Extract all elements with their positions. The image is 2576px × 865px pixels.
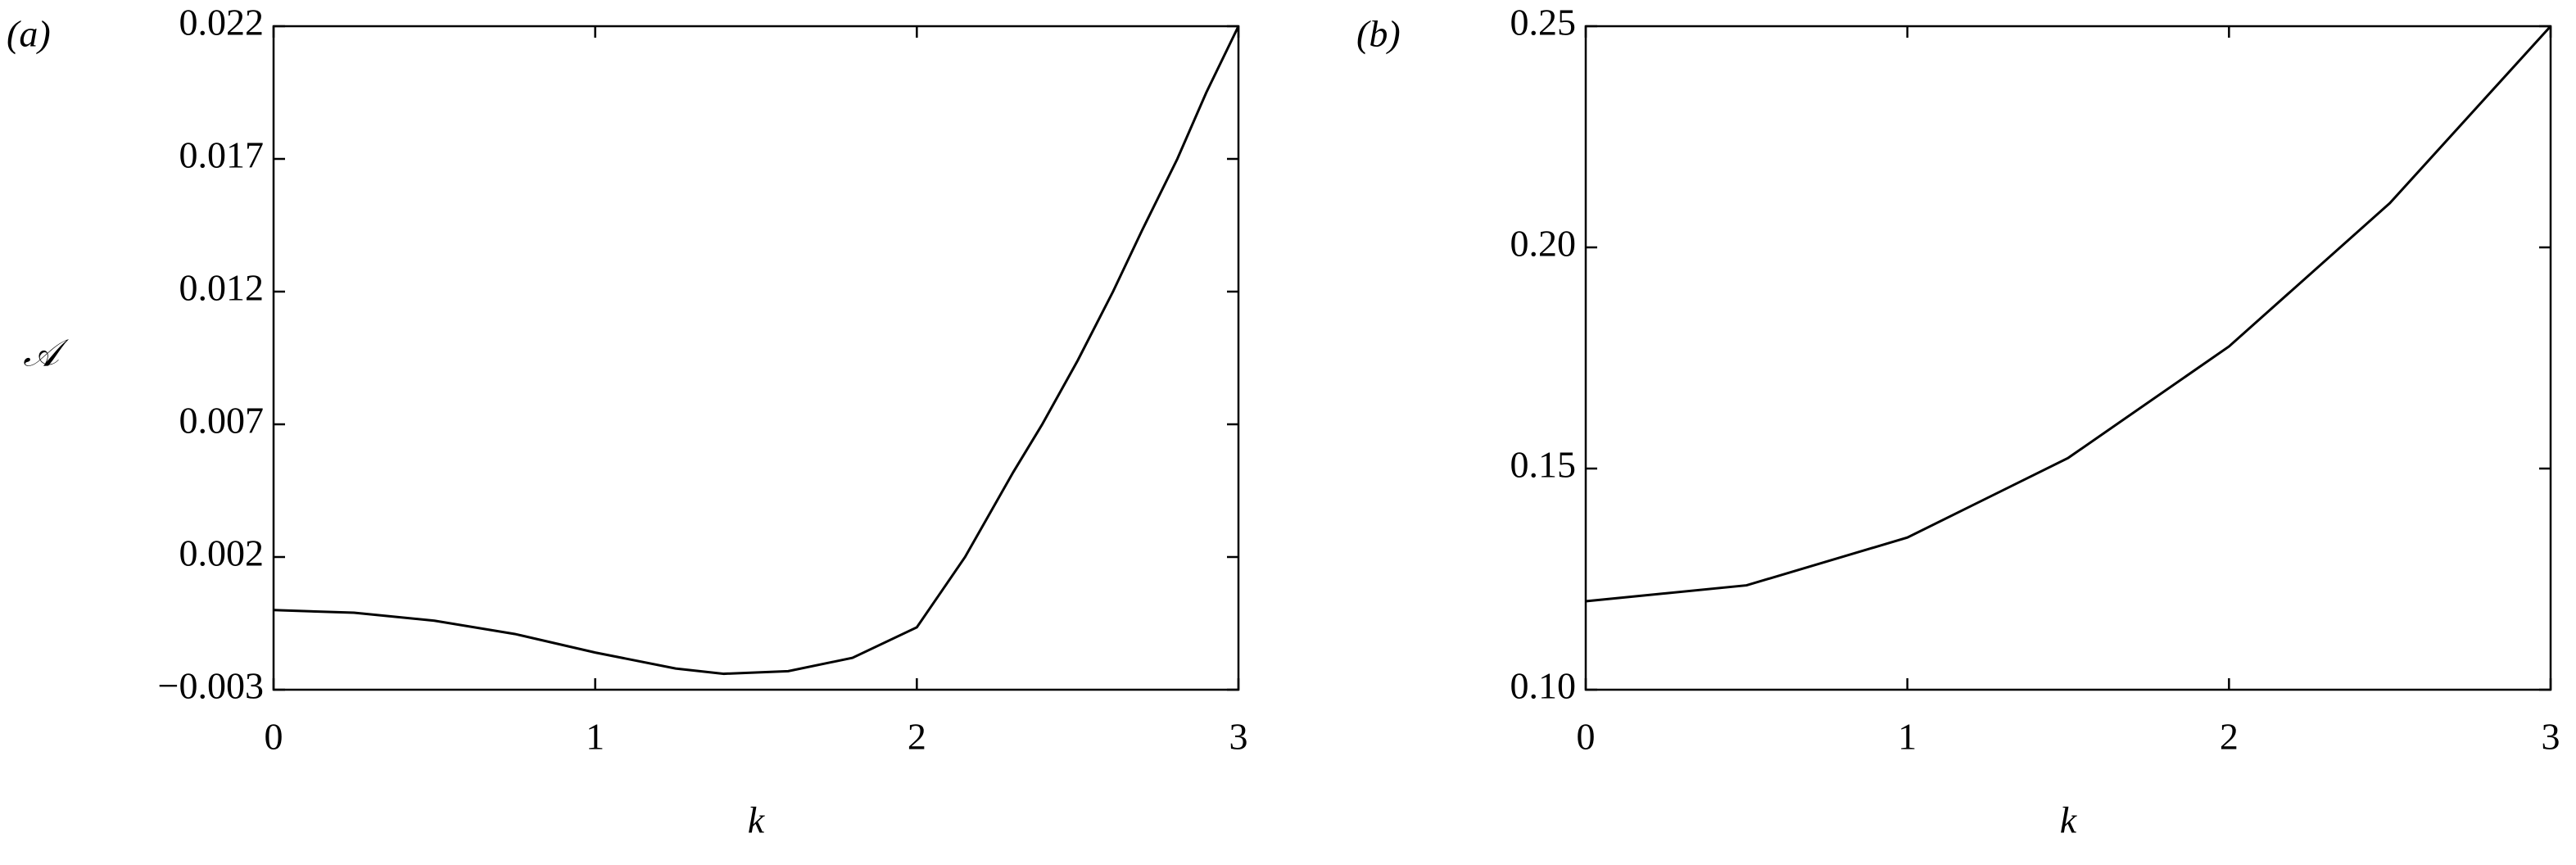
y-tick-label: 0.002 xyxy=(179,532,265,574)
x-tick-label: 3 xyxy=(1229,716,1248,758)
panel-label: (b) xyxy=(1356,13,1401,55)
panel-label: (a) xyxy=(7,13,51,55)
x-axis-label: k xyxy=(2060,799,2078,841)
x-tick-label: 0 xyxy=(265,716,283,758)
y-tick-label: 0.25 xyxy=(1510,2,1577,43)
x-tick-label: 2 xyxy=(2220,716,2239,758)
curve xyxy=(1585,25,2552,603)
y-tick-label: 0.007 xyxy=(179,400,265,442)
y-axis-label: 𝒜 xyxy=(23,333,69,374)
x-tick-label: 3 xyxy=(2542,716,2560,758)
plot-frame xyxy=(1584,25,2552,691)
y-tick-label: 0.20 xyxy=(1510,223,1577,265)
y-tick-label: 0.022 xyxy=(179,2,265,43)
y-tick-label: 0.15 xyxy=(1510,444,1577,486)
y-tick-label: 0.012 xyxy=(179,267,265,309)
curve xyxy=(273,25,1240,676)
y-tick-label: 0.10 xyxy=(1510,665,1577,707)
y-tick-label: 0.017 xyxy=(179,134,265,176)
x-tick-label: 1 xyxy=(1898,716,1917,758)
x-axis-label: k xyxy=(748,799,766,841)
x-tick-label: 2 xyxy=(908,716,926,758)
x-tick-label: 0 xyxy=(1577,716,1596,758)
y-tick-label: −0.003 xyxy=(158,665,264,707)
x-tick-label: 1 xyxy=(586,716,604,758)
plot-frame xyxy=(272,25,1240,691)
